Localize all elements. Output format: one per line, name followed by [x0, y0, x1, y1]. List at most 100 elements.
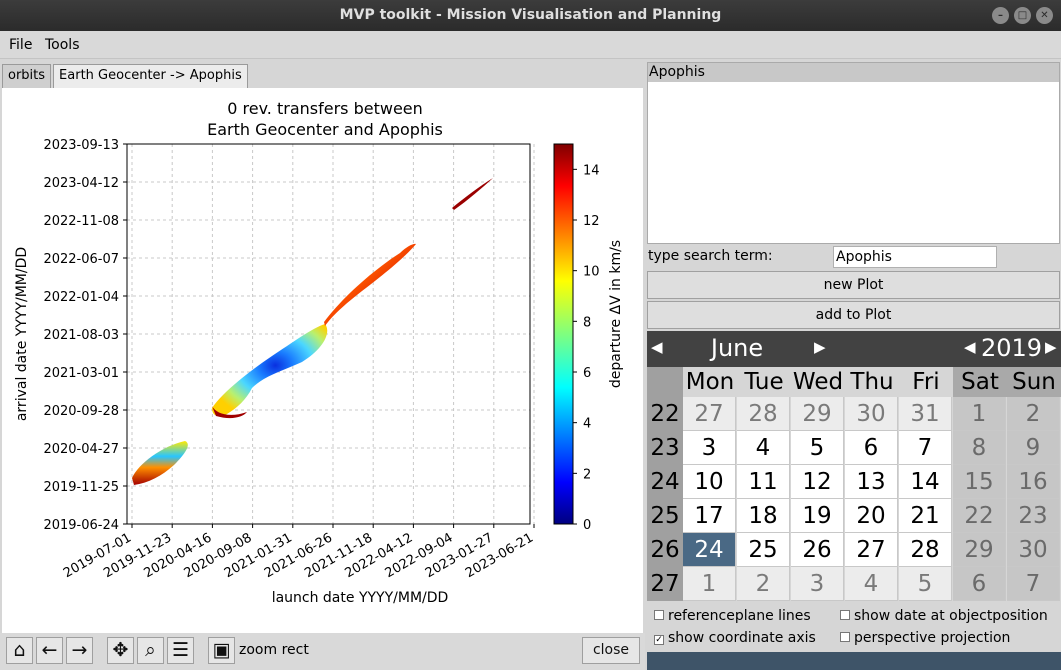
y-tick-label: 2019-06-24 [43, 518, 119, 533]
day-cell[interactable]: 1 [953, 397, 1006, 431]
day-cell[interactable]: 26 [791, 533, 844, 567]
day-cell[interactable]: 2 [1007, 397, 1060, 431]
tab-orbits[interactable]: orbits [2, 64, 52, 88]
colorbar-tick-label: 2 [583, 467, 591, 482]
checkbox-icon[interactable] [654, 610, 664, 620]
day-cell[interactable]: 5 [899, 567, 952, 601]
tab-transfer-plot[interactable]: Earth Geocenter -> Apophis [53, 64, 248, 88]
day-cell[interactable]: 21 [899, 499, 952, 533]
day-cell[interactable]: 2 [737, 567, 790, 601]
option-referenceplane-lines[interactable]: referenceplane lines [654, 608, 811, 624]
minimize-icon[interactable]: – [992, 7, 1009, 24]
option-perspective-projection[interactable]: perspective projection [840, 630, 1010, 646]
weekday-header: Thu [845, 367, 899, 397]
day-cell[interactable]: 27 [683, 397, 736, 431]
day-cell[interactable]: 29 [791, 397, 844, 431]
zoom-mode-label: zoom rect [239, 642, 309, 658]
option-label: referenceplane lines [668, 608, 811, 624]
day-cell[interactable]: 24 [683, 533, 736, 567]
plot-toolbar: ⌂ ← → ✥ ⌕ ☰ ▣ zoom rect close [0, 633, 645, 670]
y-tick-label: 2019-11-25 [43, 480, 119, 495]
day-cell[interactable]: 4 [845, 567, 898, 601]
day-cell[interactable]: 7 [1007, 567, 1060, 601]
colorbar-tick-label: 14 [583, 163, 600, 178]
y-tick-label: 2022-11-08 [43, 214, 119, 229]
y-tick-label: 2020-09-28 [43, 404, 119, 419]
calendar-month: June [710, 334, 764, 362]
day-cell[interactable]: 7 [899, 431, 952, 465]
day-cell[interactable]: 9 [1007, 431, 1060, 465]
add-to-plot-button[interactable]: add to Plot [647, 301, 1060, 329]
option-label: perspective projection [854, 630, 1011, 646]
day-cell[interactable]: 30 [845, 397, 898, 431]
day-cell[interactable]: 10 [683, 465, 736, 499]
next-year-icon[interactable]: ▶ [1045, 338, 1057, 356]
colorbar-tick-label: 12 [583, 214, 600, 229]
colorbar-tick-label: 8 [583, 315, 591, 330]
day-cell[interactable]: 6 [845, 431, 898, 465]
configure-subplots-icon[interactable]: ☰ [167, 637, 194, 664]
menu-file[interactable]: File [9, 37, 33, 53]
forward-arrow-icon[interactable]: → [66, 637, 93, 664]
day-cell[interactable]: 14 [899, 465, 952, 499]
menubar: File Tools [0, 31, 1061, 59]
checkbox-icon[interactable] [840, 632, 850, 642]
list-item-selected[interactable]: Apophis [648, 63, 1059, 82]
day-cell[interactable]: 18 [737, 499, 790, 533]
day-cell[interactable]: 31 [899, 397, 952, 431]
option-show-coordinate-axis[interactable]: ✓ show coordinate axis [654, 630, 816, 646]
day-cell[interactable]: 3 [683, 431, 736, 465]
save-icon[interactable]: ▣ [208, 637, 235, 664]
next-month-icon[interactable]: ▶ [814, 338, 826, 356]
day-cell[interactable]: 3 [791, 567, 844, 601]
prev-month-icon[interactable]: ◀ [651, 338, 663, 356]
day-cell[interactable]: 13 [845, 465, 898, 499]
maximize-icon[interactable]: □ [1014, 7, 1031, 24]
day-cell[interactable]: 12 [791, 465, 844, 499]
day-cell[interactable]: 15 [953, 465, 1006, 499]
day-cell[interactable]: 28 [899, 533, 952, 567]
weekday-header: Sun [1007, 367, 1061, 397]
day-cell[interactable]: 16 [1007, 465, 1060, 499]
checkbox-checked-icon[interactable]: ✓ [654, 635, 664, 645]
day-cell[interactable]: 22 [953, 499, 1006, 533]
day-cell[interactable]: 29 [953, 533, 1006, 567]
weekday-header: Fri [899, 367, 953, 397]
day-cell[interactable]: 5 [791, 431, 844, 465]
search-input[interactable] [833, 246, 997, 268]
menu-tools[interactable]: Tools [45, 37, 80, 53]
object-list[interactable]: Apophis [647, 62, 1060, 244]
close-window-icon[interactable]: ✕ [1036, 7, 1053, 24]
week-number: 22 [647, 397, 683, 431]
close-button[interactable]: close [582, 637, 640, 664]
checkbox-icon[interactable] [840, 610, 850, 620]
day-cell[interactable]: 4 [737, 431, 790, 465]
day-cell[interactable]: 30 [1007, 533, 1060, 567]
option-show-date[interactable]: show date at objectposition [840, 608, 1048, 624]
search-label: type search term: [648, 248, 773, 264]
day-cell[interactable]: 23 [1007, 499, 1060, 533]
day-cell[interactable]: 6 [953, 567, 1006, 601]
day-cell[interactable]: 8 [953, 431, 1006, 465]
colorbar-tick-label: 0 [583, 518, 591, 533]
calendar-year: 2019 [981, 334, 1043, 362]
back-arrow-icon[interactable]: ← [36, 637, 63, 664]
home-icon[interactable]: ⌂ [6, 637, 33, 664]
day-cell[interactable]: 27 [845, 533, 898, 567]
pan-icon[interactable]: ✥ [107, 637, 134, 664]
y-tick-label: 2021-03-01 [43, 366, 119, 381]
porkchop-plot[interactable]: 0 rev. transfers between Earth Geocenter… [2, 88, 643, 633]
zoom-icon[interactable]: ⌕ [137, 637, 164, 664]
day-cell[interactable]: 1 [683, 567, 736, 601]
day-cell[interactable]: 11 [737, 465, 790, 499]
new-plot-button[interactable]: new Plot [647, 271, 1060, 299]
day-cell[interactable]: 17 [683, 499, 736, 533]
weekday-header: Mon [683, 367, 737, 397]
window-titlebar: MVP toolkit - Mission Visualisation and … [0, 0, 1061, 31]
colorbar-tick-label: 6 [583, 366, 591, 381]
prev-year-icon[interactable]: ◀ [964, 338, 976, 356]
day-cell[interactable]: 25 [737, 533, 790, 567]
day-cell[interactable]: 19 [791, 499, 844, 533]
day-cell[interactable]: 20 [845, 499, 898, 533]
day-cell[interactable]: 28 [737, 397, 790, 431]
